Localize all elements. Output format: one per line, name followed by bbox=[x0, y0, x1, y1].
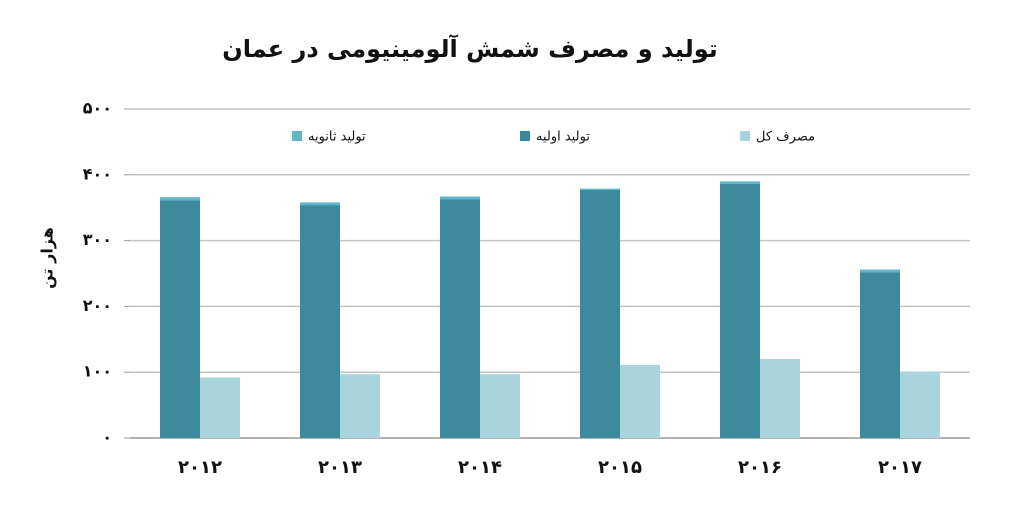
bar-segment bbox=[300, 205, 340, 438]
legend-swatch bbox=[740, 131, 750, 141]
bar bbox=[620, 364, 660, 438]
bar bbox=[200, 377, 240, 438]
bar bbox=[760, 359, 800, 438]
chart-title: تولید و مصرف شمش آلومینیومی در عمان bbox=[222, 34, 718, 63]
bar-segment bbox=[720, 181, 760, 185]
y-tick-label: ۴۰۰ bbox=[83, 164, 112, 183]
legend-label: تولید ثانویه bbox=[308, 130, 366, 145]
bar bbox=[340, 374, 380, 438]
y-axis-label: هزار تن bbox=[38, 227, 57, 289]
x-tick-label: ۲۰۱۶ bbox=[738, 457, 782, 478]
x-tick-label: ۲۰۱۲ bbox=[178, 457, 222, 478]
legend-label: تولید اولیه bbox=[536, 130, 590, 145]
x-tick-label: ۲۰۱۵ bbox=[598, 457, 642, 478]
y-tick-label: ۲۰۰ bbox=[83, 296, 112, 315]
bar-segment bbox=[440, 199, 480, 438]
legend-label: مصرف کل bbox=[756, 130, 815, 145]
x-tick-label: ۲۰۱۷ bbox=[878, 457, 922, 478]
bar-segment bbox=[160, 197, 200, 201]
y-tick-label: ۰ bbox=[102, 428, 112, 447]
bar-segment bbox=[440, 196, 480, 200]
bar-segment bbox=[300, 202, 340, 206]
bar-segment bbox=[160, 200, 200, 438]
x-tick-label: ۲۰۱۳ bbox=[318, 457, 362, 478]
bar-segment bbox=[720, 184, 760, 438]
x-tick-label: ۲۰۱۴ bbox=[458, 457, 502, 478]
y-tick-label: ۵۰۰ bbox=[83, 99, 112, 118]
y-tick-label: ۱۰۰ bbox=[83, 362, 112, 381]
bar-segment bbox=[860, 269, 900, 273]
bar-segment bbox=[580, 189, 620, 438]
bar bbox=[900, 371, 940, 438]
y-tick-label: ۳۰۰ bbox=[83, 230, 112, 249]
legend-swatch bbox=[520, 131, 530, 141]
bar-segment bbox=[860, 272, 900, 438]
bar bbox=[480, 374, 520, 438]
legend-swatch bbox=[292, 131, 302, 141]
bar-segment bbox=[580, 188, 620, 190]
